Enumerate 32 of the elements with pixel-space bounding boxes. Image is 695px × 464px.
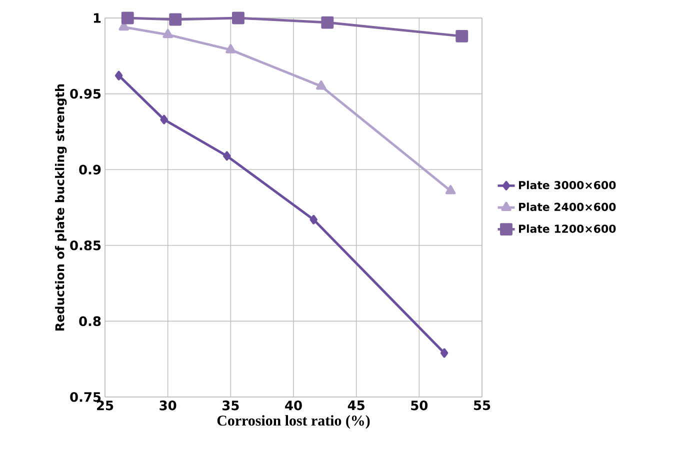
y-tick-label: 1 [94, 13, 101, 23]
point [456, 30, 468, 42]
point [310, 214, 318, 224]
y-tick-label: 0.75 [70, 392, 101, 402]
point [169, 13, 182, 26]
x-axis-title: Corrosion lost ratio (%) [217, 415, 370, 429]
x-tick-label: 40 [285, 400, 302, 410]
point [226, 44, 236, 54]
y-tick-label: 0.85 [70, 240, 101, 250]
x-tick-label: 45 [348, 400, 364, 410]
legend-label: Plate 3000×600 [518, 180, 616, 190]
y-tick-label: 0.9 [79, 164, 101, 174]
point [232, 12, 244, 24]
x-tick-label: 35 [222, 400, 239, 410]
point [316, 80, 326, 90]
legend-label: Plate 2400×600 [518, 202, 616, 212]
y-tick-label: 0.8 [79, 316, 101, 326]
point [445, 185, 456, 194]
point [121, 12, 134, 24]
legend-label: Plate 1200×600 [518, 224, 616, 233]
point [162, 28, 173, 38]
point [321, 16, 334, 29]
x-tick-label: 25 [97, 400, 114, 410]
x-tick-label: 55 [474, 400, 490, 410]
point [223, 151, 231, 161]
y-axis-title: Reduction of plate buckling strength [55, 84, 67, 330]
point [114, 70, 123, 80]
point [160, 114, 168, 124]
x-tick-label: 50 [411, 400, 428, 410]
point [440, 348, 448, 358]
x-tick-label: 30 [160, 400, 176, 410]
y-tick-label: 0.95 [70, 88, 101, 99]
